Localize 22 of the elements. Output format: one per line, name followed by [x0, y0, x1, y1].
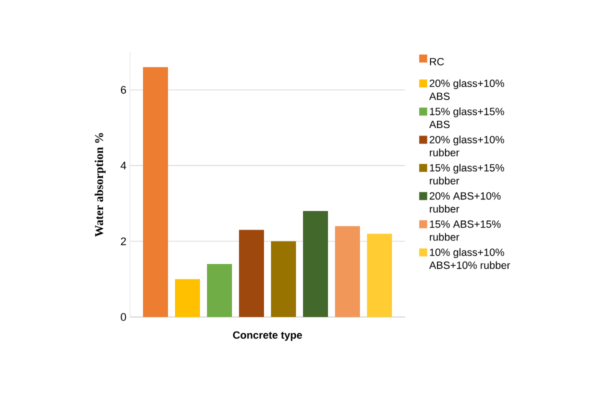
- legend-label: 20% glass+10% ABS: [429, 79, 504, 100]
- bar: [367, 234, 392, 317]
- legend-label: 20% glass+10% rubber: [430, 136, 504, 156]
- y-tick-label: 0: [120, 313, 126, 321]
- legend-label: 15% glass+15% rubber: [430, 164, 504, 184]
- y-axis-title: Water absorption %: [94, 133, 106, 237]
- y-tick-label: 4: [120, 162, 126, 170]
- bar: [335, 226, 360, 317]
- bar: [207, 264, 232, 317]
- legend-label: 15% ABS+15% rubber: [430, 220, 501, 241]
- y-tick-label: 2: [120, 237, 126, 246]
- bar: [175, 279, 200, 317]
- bar: [303, 210, 328, 317]
- bar: [271, 241, 296, 317]
- bar: [239, 230, 264, 317]
- bar: [143, 67, 168, 317]
- y-tick-label: 6: [120, 86, 126, 94]
- legend-label: 10% glass+10% ABS+10% rubber: [429, 248, 510, 269]
- x-axis-title: Concrete type: [233, 331, 302, 341]
- legend-label: 20% ABS+10% rubber: [430, 192, 501, 213]
- legend-label: RC: [430, 58, 444, 66]
- legend-label: 15% glass+15% ABS: [429, 108, 504, 128]
